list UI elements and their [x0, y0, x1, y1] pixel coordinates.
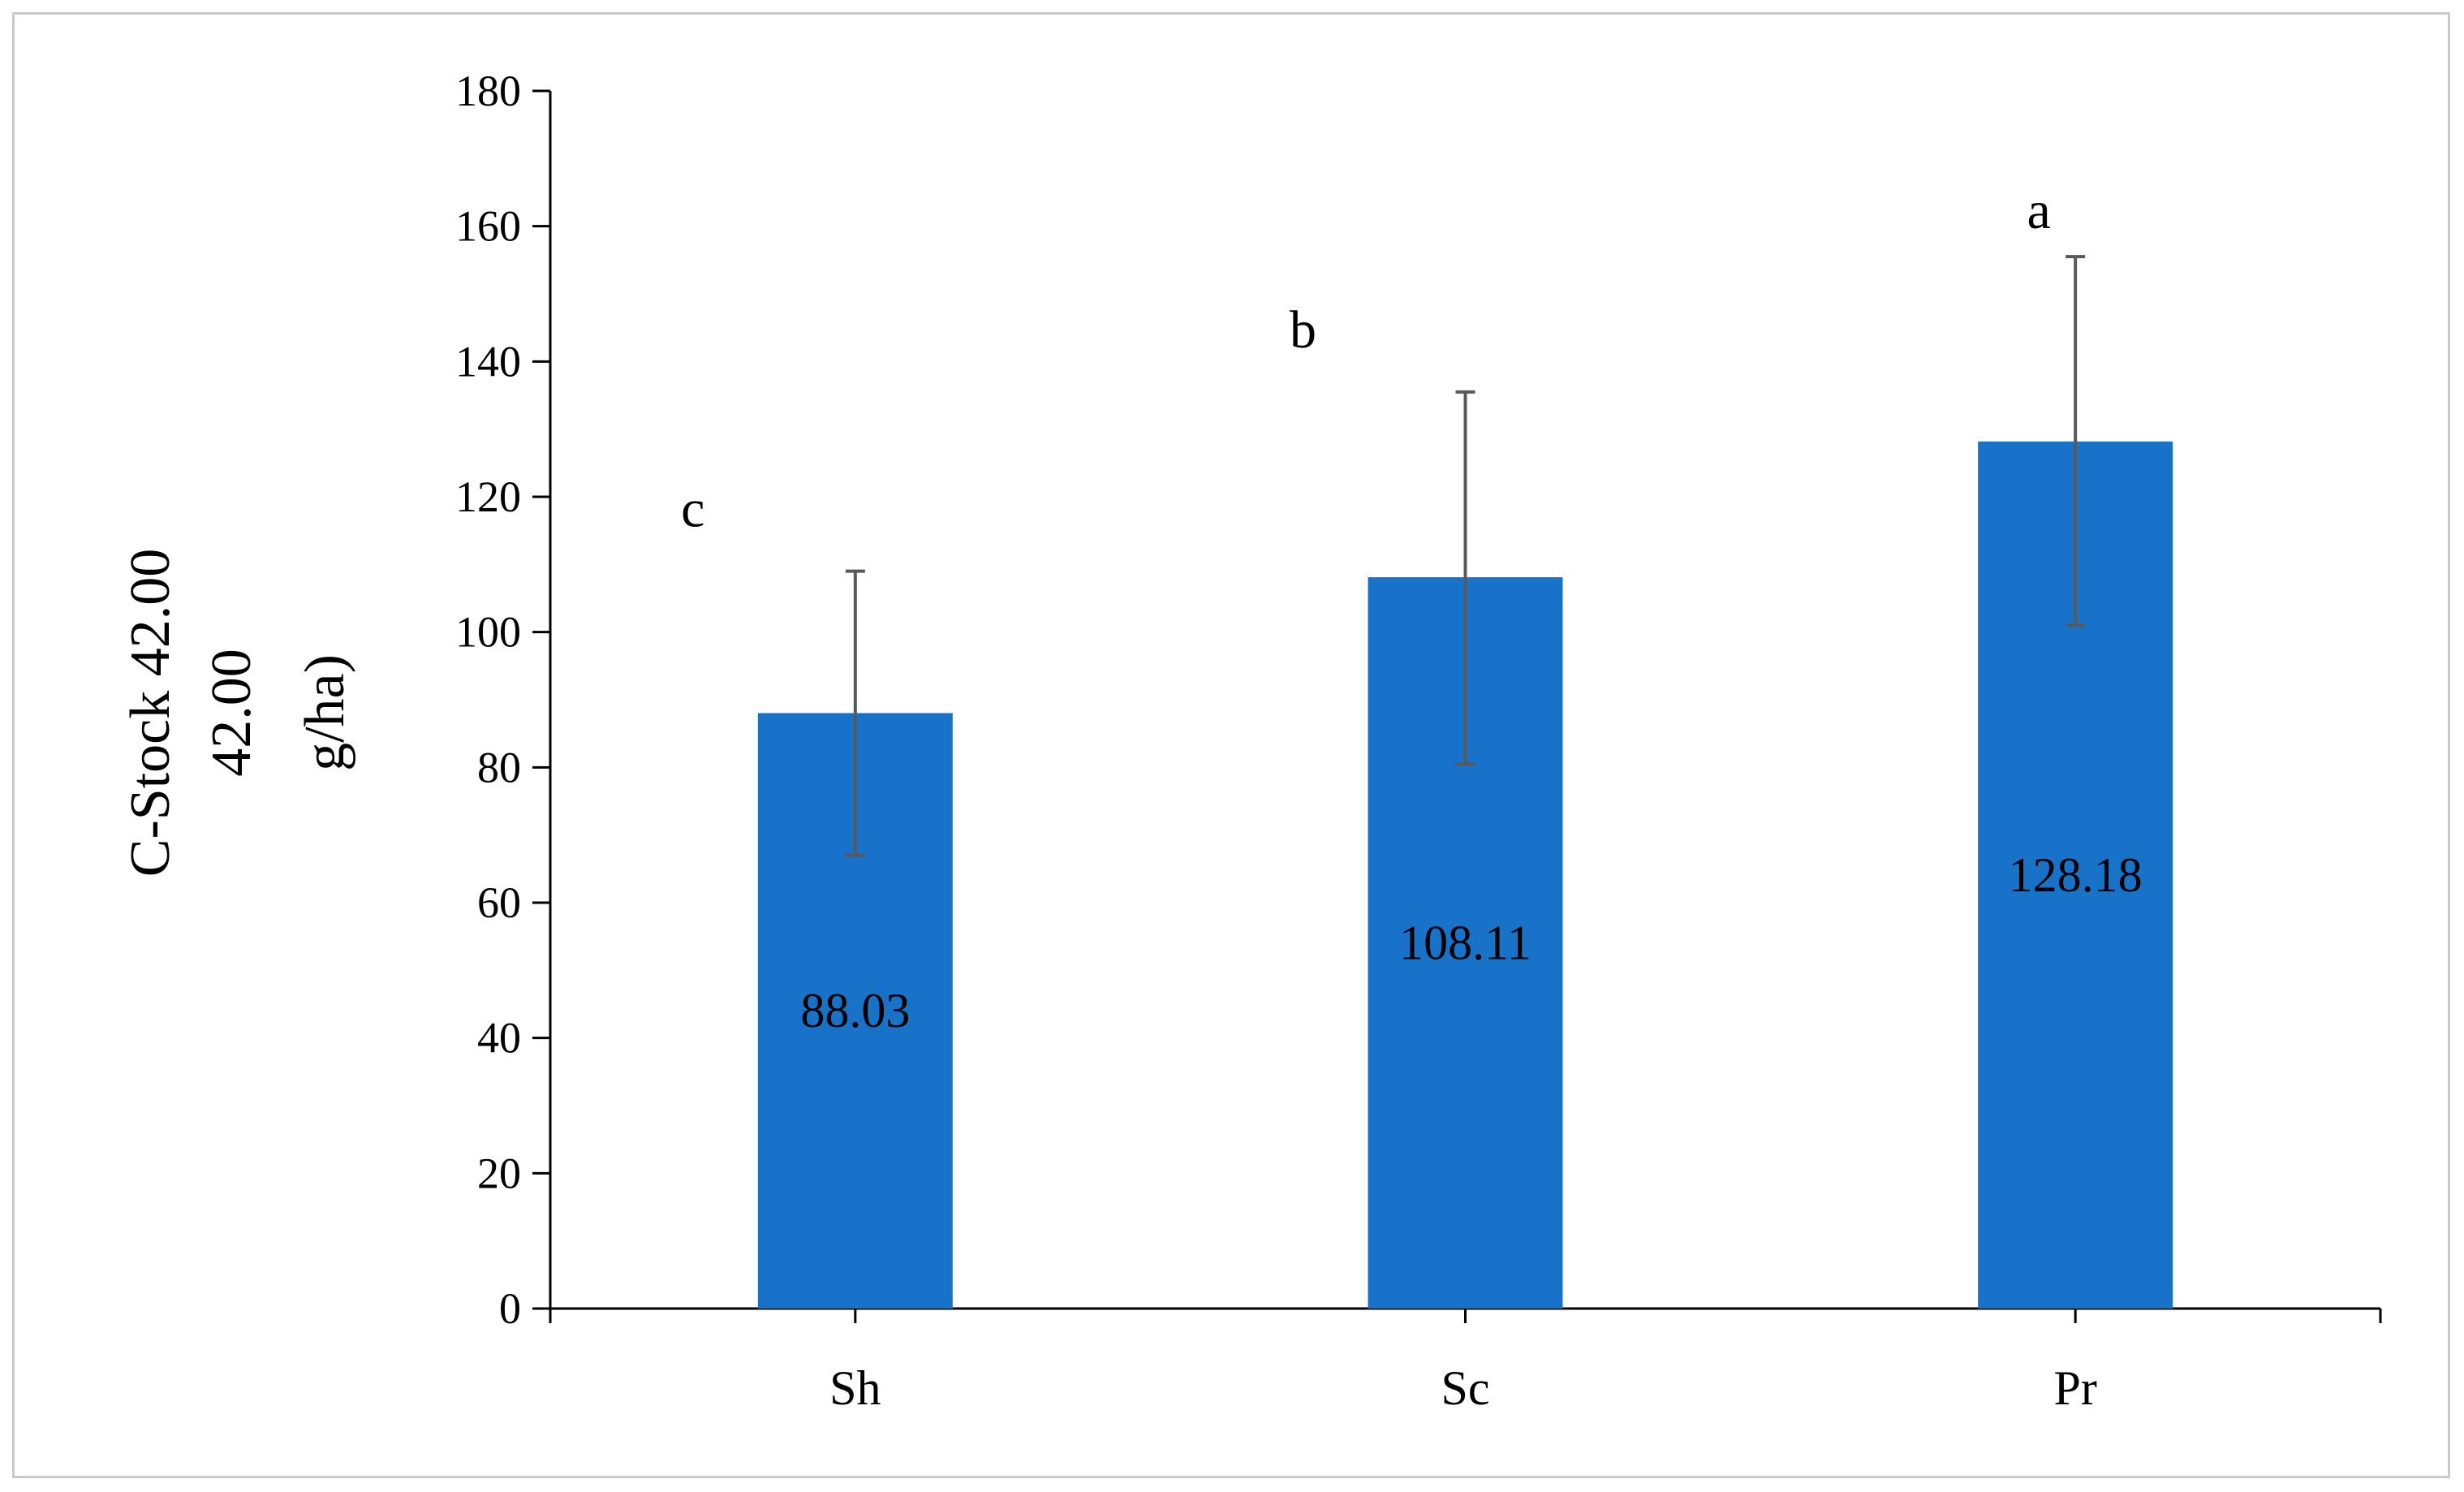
significance-letter: b [1290, 300, 1316, 360]
y-axis-label-line: g/ha) [294, 654, 356, 771]
y-axis-label: C-Stock 42.00 42.00 g/ha) [119, 549, 356, 877]
x-category-label: Pr [2053, 1361, 2096, 1415]
significance-letter: a [2027, 181, 2051, 240]
y-tick-label: 80 [477, 743, 521, 791]
labels: 88.03 108.11 128.18 c b a Sh Sc Pr [681, 181, 2142, 1415]
y-tick-label: 100 [455, 608, 521, 657]
y-tick-label: 40 [477, 1014, 521, 1063]
x-category-label: Sh [829, 1361, 881, 1415]
y-tick-label: 0 [499, 1284, 521, 1333]
significance-letter: c [681, 480, 704, 539]
bar-value-label: 108.11 [1399, 916, 1531, 970]
y-axis-label-line: 42.00 [200, 649, 263, 777]
x-category-label: Sc [1441, 1361, 1490, 1415]
axes: 0 20 40 60 80 100 120 140 160 180 [455, 67, 2382, 1333]
y-axis-label-line: C-Stock 42.00 [119, 549, 182, 877]
y-tick-label: 160 [455, 202, 521, 251]
y-tick-label: 140 [455, 337, 521, 386]
y-tick-label: 180 [455, 67, 521, 115]
bar-value-label: 128.18 [2009, 848, 2143, 902]
bar-value-label: 88.03 [800, 984, 910, 1037]
chart-frame: C-Stock 42.00 42.00 g/ha) 0 20 40 60 80 100 120 1… [12, 12, 2450, 1478]
error-bars [845, 255, 2086, 857]
y-tick-label: 120 [455, 472, 521, 521]
y-tick-label: 60 [477, 878, 521, 927]
bar-chart: C-Stock 42.00 42.00 g/ha) 0 20 40 60 80 100 120 1… [119, 67, 2382, 1415]
y-tick-label: 20 [477, 1149, 521, 1197]
